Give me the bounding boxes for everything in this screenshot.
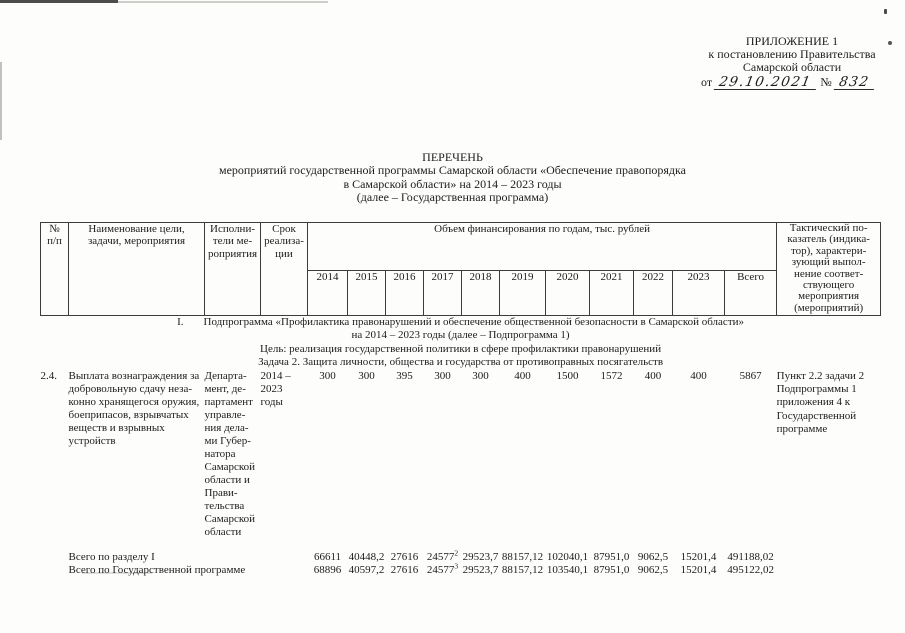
total-section-2023: 15201,4 xyxy=(680,550,717,563)
item-name: Выплата вознаграждения за добровольную с… xyxy=(68,369,200,447)
item-value-2014: 300 xyxy=(319,369,336,382)
scan-artifact-speckle xyxy=(82,572,152,574)
title-line-4: (далее – Государственная программа) xyxy=(356,190,549,205)
header-year-2023: 2023 xyxy=(672,270,725,316)
total-program-2023: 15201,4 xyxy=(680,564,717,577)
item-number: 2.4. xyxy=(40,369,58,382)
header-year-2022: 2022 xyxy=(633,270,673,316)
header-year-2019: 2019 xyxy=(499,270,546,316)
section-subprogram: I. Подпрограмма «Профилактика правонаруше… xyxy=(41,316,881,343)
header-name: Наименование цели, задачи, мероприятия xyxy=(68,222,205,316)
appendix-title: ПРИЛОЖЕНИЕ 1 xyxy=(745,34,839,48)
section-task-row: Задача 2. Защита личности, общества и го… xyxy=(41,356,881,369)
footnote-marker: 3 xyxy=(454,561,459,571)
scan-artifact-mark xyxy=(884,9,887,14)
item-value-2019: 400 xyxy=(514,369,531,382)
document-title: ПЕРЕЧЕНЬ мероприятий государственной про… xyxy=(0,150,905,205)
item-value-2021: 1572 xyxy=(600,369,623,382)
title-line-1: ПЕРЕЧЕНЬ xyxy=(422,150,483,164)
subprogram-line-1: I. Подпрограмма «Профилактика правонаруше… xyxy=(41,316,881,329)
item-value-2023: 400 xyxy=(690,369,707,382)
handwritten-number: 832 xyxy=(833,74,877,90)
header-year-2015: 2015 xyxy=(347,270,386,316)
scan-artifact-left-edge xyxy=(0,62,2,140)
appendix-subtitle-1: к постановлению Правительства xyxy=(708,47,876,62)
scan-artifact-top xyxy=(0,0,118,3)
total-program-2022: 9062,5 xyxy=(637,564,669,577)
appendix-block: ПРИЛОЖЕНИЕ 1 к постановлению Правительст… xyxy=(693,34,891,90)
total-section-2018: 29523,7 xyxy=(462,550,499,563)
scan-artifact-top-light xyxy=(118,1,328,3)
item-value-2018: 300 xyxy=(472,369,489,382)
total-section-2020: 102040,1 xyxy=(546,550,589,563)
header-year-2014: 2014 xyxy=(307,270,348,316)
table-row-item-2-4: 2.4. Выплата вознаграждения за доброволь… xyxy=(41,370,881,539)
item-indicator: Пункт 2.2 задачи 2 Подпрограммы 1 прилож… xyxy=(776,369,865,436)
total-program-2020: 103540,1 xyxy=(546,564,589,577)
header-year-2017: 2017 xyxy=(423,270,462,316)
header-year-2016: 2016 xyxy=(385,270,424,316)
header-executors: Исполни- тели ме- роприятия xyxy=(204,222,261,316)
item-value-total: 5867 xyxy=(739,369,762,382)
scan-artifact-dot xyxy=(888,41,892,45)
total-program-label: Всего по Государственной программе xyxy=(68,564,246,577)
header-year-2020: 2020 xyxy=(545,270,590,316)
item-value-2015: 300 xyxy=(358,369,375,382)
total-section-2014: 66611 xyxy=(313,550,342,563)
item-term: 2014 – 2023 годы xyxy=(260,369,291,408)
total-section-sum: 491188,02 xyxy=(727,550,774,563)
handwritten-date: 29.10.2021 xyxy=(713,74,819,90)
total-section-2016: 27616 xyxy=(390,550,419,563)
item-executors: Департа- мент, де- партамент управле- ни… xyxy=(204,369,256,538)
total-section-2017: 245772 xyxy=(426,547,459,563)
item-value-2016: 395 xyxy=(396,369,413,382)
header-total: Всего xyxy=(723,270,778,316)
total-section-2022: 9062,5 xyxy=(637,550,669,563)
total-program-2015: 40597,2 xyxy=(348,564,385,577)
header-num: № п/п xyxy=(40,222,69,316)
header-year-2021: 2021 xyxy=(589,270,634,316)
total-section-label: Всего по разделу I xyxy=(68,550,155,563)
total-section-2019: 88157,12 xyxy=(501,550,544,563)
subprogram-line-2: на 2014 – 2023 годы (далее – Подпрограмм… xyxy=(351,329,570,342)
table-row-total-program: Всего по Государственной программе 68896… xyxy=(41,561,881,578)
appendix-subtitle-2: Самарской области xyxy=(742,60,842,75)
header-term: Срок реализа- ции xyxy=(260,222,308,316)
total-program-sum: 495122,02 xyxy=(727,564,774,577)
item-value-2022: 400 xyxy=(644,369,662,382)
section-goal: Цель: реализация государственной политик… xyxy=(260,342,662,355)
subprogram-title: Подпрограмма «Профилактика правонарушени… xyxy=(203,316,745,328)
total-section-2015: 40448,2 xyxy=(348,550,385,563)
section-subprogram-row: I. Подпрограмма «Профилактика правонаруше… xyxy=(41,316,881,343)
program-measures-table: № п/п Наименование цели, задачи, меропри… xyxy=(40,222,882,578)
footnote-marker: 2 xyxy=(454,547,459,557)
section-task: Задача 2. Защита личности, общества и го… xyxy=(258,356,664,369)
total-program-2017: 245773 xyxy=(426,561,459,577)
header-indicator: Тактический по- казатель (индика- тор), … xyxy=(776,222,882,316)
total-program-2019: 88157,12 xyxy=(501,564,544,577)
total-program-2014: 68896 xyxy=(313,564,342,577)
total-section-2021: 87951,0 xyxy=(593,550,630,563)
header-year-2018: 2018 xyxy=(461,270,500,316)
section-roman-numeral: I. xyxy=(177,316,184,328)
section-goal-row: Цель: реализация государственной политик… xyxy=(41,343,881,356)
number-label: № xyxy=(820,74,832,89)
item-value-2017: 300 xyxy=(434,369,451,382)
total-program-2021: 87951,0 xyxy=(593,564,630,577)
total-program-2018: 29523,7 xyxy=(462,564,499,577)
date-from-label: от xyxy=(701,74,713,89)
item-value-2020: 1500 xyxy=(556,369,579,382)
total-program-2016: 27616 xyxy=(390,564,419,577)
title-line-3: в Самарской области» на 2014 – 2023 годы xyxy=(343,176,562,191)
appendix-date-line: от 29.10.2021 № 832 xyxy=(693,74,891,90)
title-line-2: мероприятий государственной программы Са… xyxy=(219,163,686,178)
header-finance: Объем финансирования по годам, тыс. рубл… xyxy=(306,222,778,271)
table-row-total-section: Всего по разделу I 66611 40448,2 27616 2… xyxy=(41,547,881,565)
spacer-row xyxy=(41,539,881,551)
